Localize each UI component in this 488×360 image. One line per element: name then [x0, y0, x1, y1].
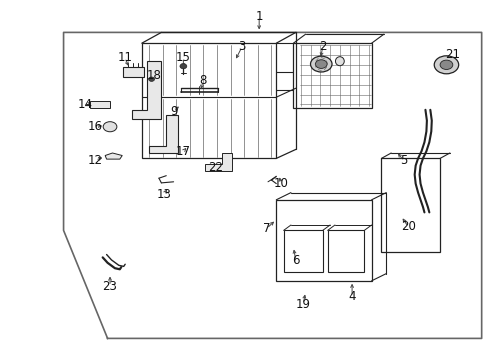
Text: 12: 12	[88, 154, 102, 167]
Text: 17: 17	[176, 145, 190, 158]
Circle shape	[148, 77, 154, 81]
Text: 4: 4	[347, 291, 355, 303]
Text: 3: 3	[238, 40, 245, 53]
Circle shape	[315, 60, 326, 68]
Text: 19: 19	[295, 298, 310, 311]
Circle shape	[310, 56, 331, 72]
Polygon shape	[123, 67, 144, 77]
Text: 15: 15	[176, 51, 190, 64]
Text: 10: 10	[273, 177, 288, 190]
Circle shape	[433, 56, 458, 74]
Text: 8: 8	[199, 75, 206, 87]
Text: 6: 6	[291, 255, 299, 267]
Text: 13: 13	[156, 188, 171, 201]
Ellipse shape	[335, 57, 344, 66]
Circle shape	[439, 60, 452, 69]
Text: 11: 11	[117, 51, 132, 64]
Polygon shape	[132, 61, 161, 119]
Text: 14: 14	[78, 98, 93, 111]
Circle shape	[180, 64, 186, 69]
Text: 21: 21	[444, 48, 459, 60]
Text: 18: 18	[146, 69, 161, 82]
Polygon shape	[90, 101, 110, 108]
Text: 5: 5	[399, 154, 407, 167]
Polygon shape	[149, 115, 178, 153]
Text: 2: 2	[318, 40, 326, 53]
Text: 9: 9	[169, 105, 177, 118]
Text: 1: 1	[255, 10, 263, 23]
Text: 7: 7	[262, 222, 270, 235]
Text: 20: 20	[400, 220, 415, 233]
Text: 16: 16	[88, 120, 102, 132]
Circle shape	[103, 122, 117, 132]
Text: 23: 23	[102, 280, 117, 293]
Polygon shape	[205, 153, 232, 171]
Polygon shape	[105, 153, 122, 159]
Text: 22: 22	[207, 161, 222, 174]
